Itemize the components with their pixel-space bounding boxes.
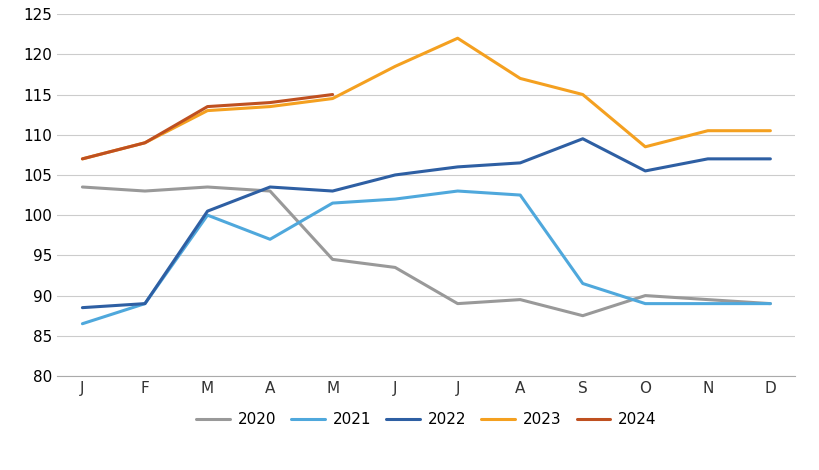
2023 [202,108,212,113]
2024 [140,140,150,146]
2020 [78,184,88,190]
2023 [764,128,774,133]
2021 [702,301,712,306]
2023 [328,96,337,102]
Legend: 2020, 2021, 2022, 2023, 2024: 2020, 2021, 2022, 2023, 2024 [190,406,662,433]
2021 [390,196,400,202]
2024 [328,92,337,97]
Line: 2023: 2023 [83,38,769,159]
2022 [140,301,150,306]
2021 [140,301,150,306]
2020 [140,188,150,194]
2023 [640,144,649,149]
2021 [640,301,649,306]
2021 [577,281,587,286]
2020 [452,301,462,306]
2023 [702,128,712,133]
2020 [328,257,337,262]
2021 [764,301,774,306]
2021 [202,212,212,218]
2022 [328,188,337,194]
2022 [764,156,774,162]
2021 [514,192,524,198]
2021 [452,188,462,194]
2022 [702,156,712,162]
2023 [390,63,400,69]
2020 [577,313,587,319]
2022 [78,305,88,311]
Line: 2020: 2020 [83,187,769,316]
Line: 2022: 2022 [83,139,769,308]
2022 [265,184,274,190]
2022 [390,172,400,178]
2020 [764,301,774,306]
2020 [390,265,400,270]
2020 [702,297,712,302]
2024 [202,104,212,110]
2020 [514,297,524,302]
2024 [265,100,274,105]
Line: 2021: 2021 [83,191,769,324]
2023 [78,156,88,162]
Line: 2024: 2024 [83,94,333,159]
2024 [78,156,88,162]
2022 [577,136,587,141]
2023 [514,76,524,81]
2022 [514,160,524,166]
2021 [78,321,88,327]
2023 [265,104,274,110]
2020 [265,188,274,194]
2022 [452,164,462,170]
2021 [328,200,337,206]
2022 [202,208,212,214]
2020 [202,184,212,190]
2022 [640,168,649,174]
2023 [577,92,587,97]
2020 [640,293,649,298]
2021 [265,236,274,242]
2023 [140,140,150,146]
2023 [452,35,462,41]
